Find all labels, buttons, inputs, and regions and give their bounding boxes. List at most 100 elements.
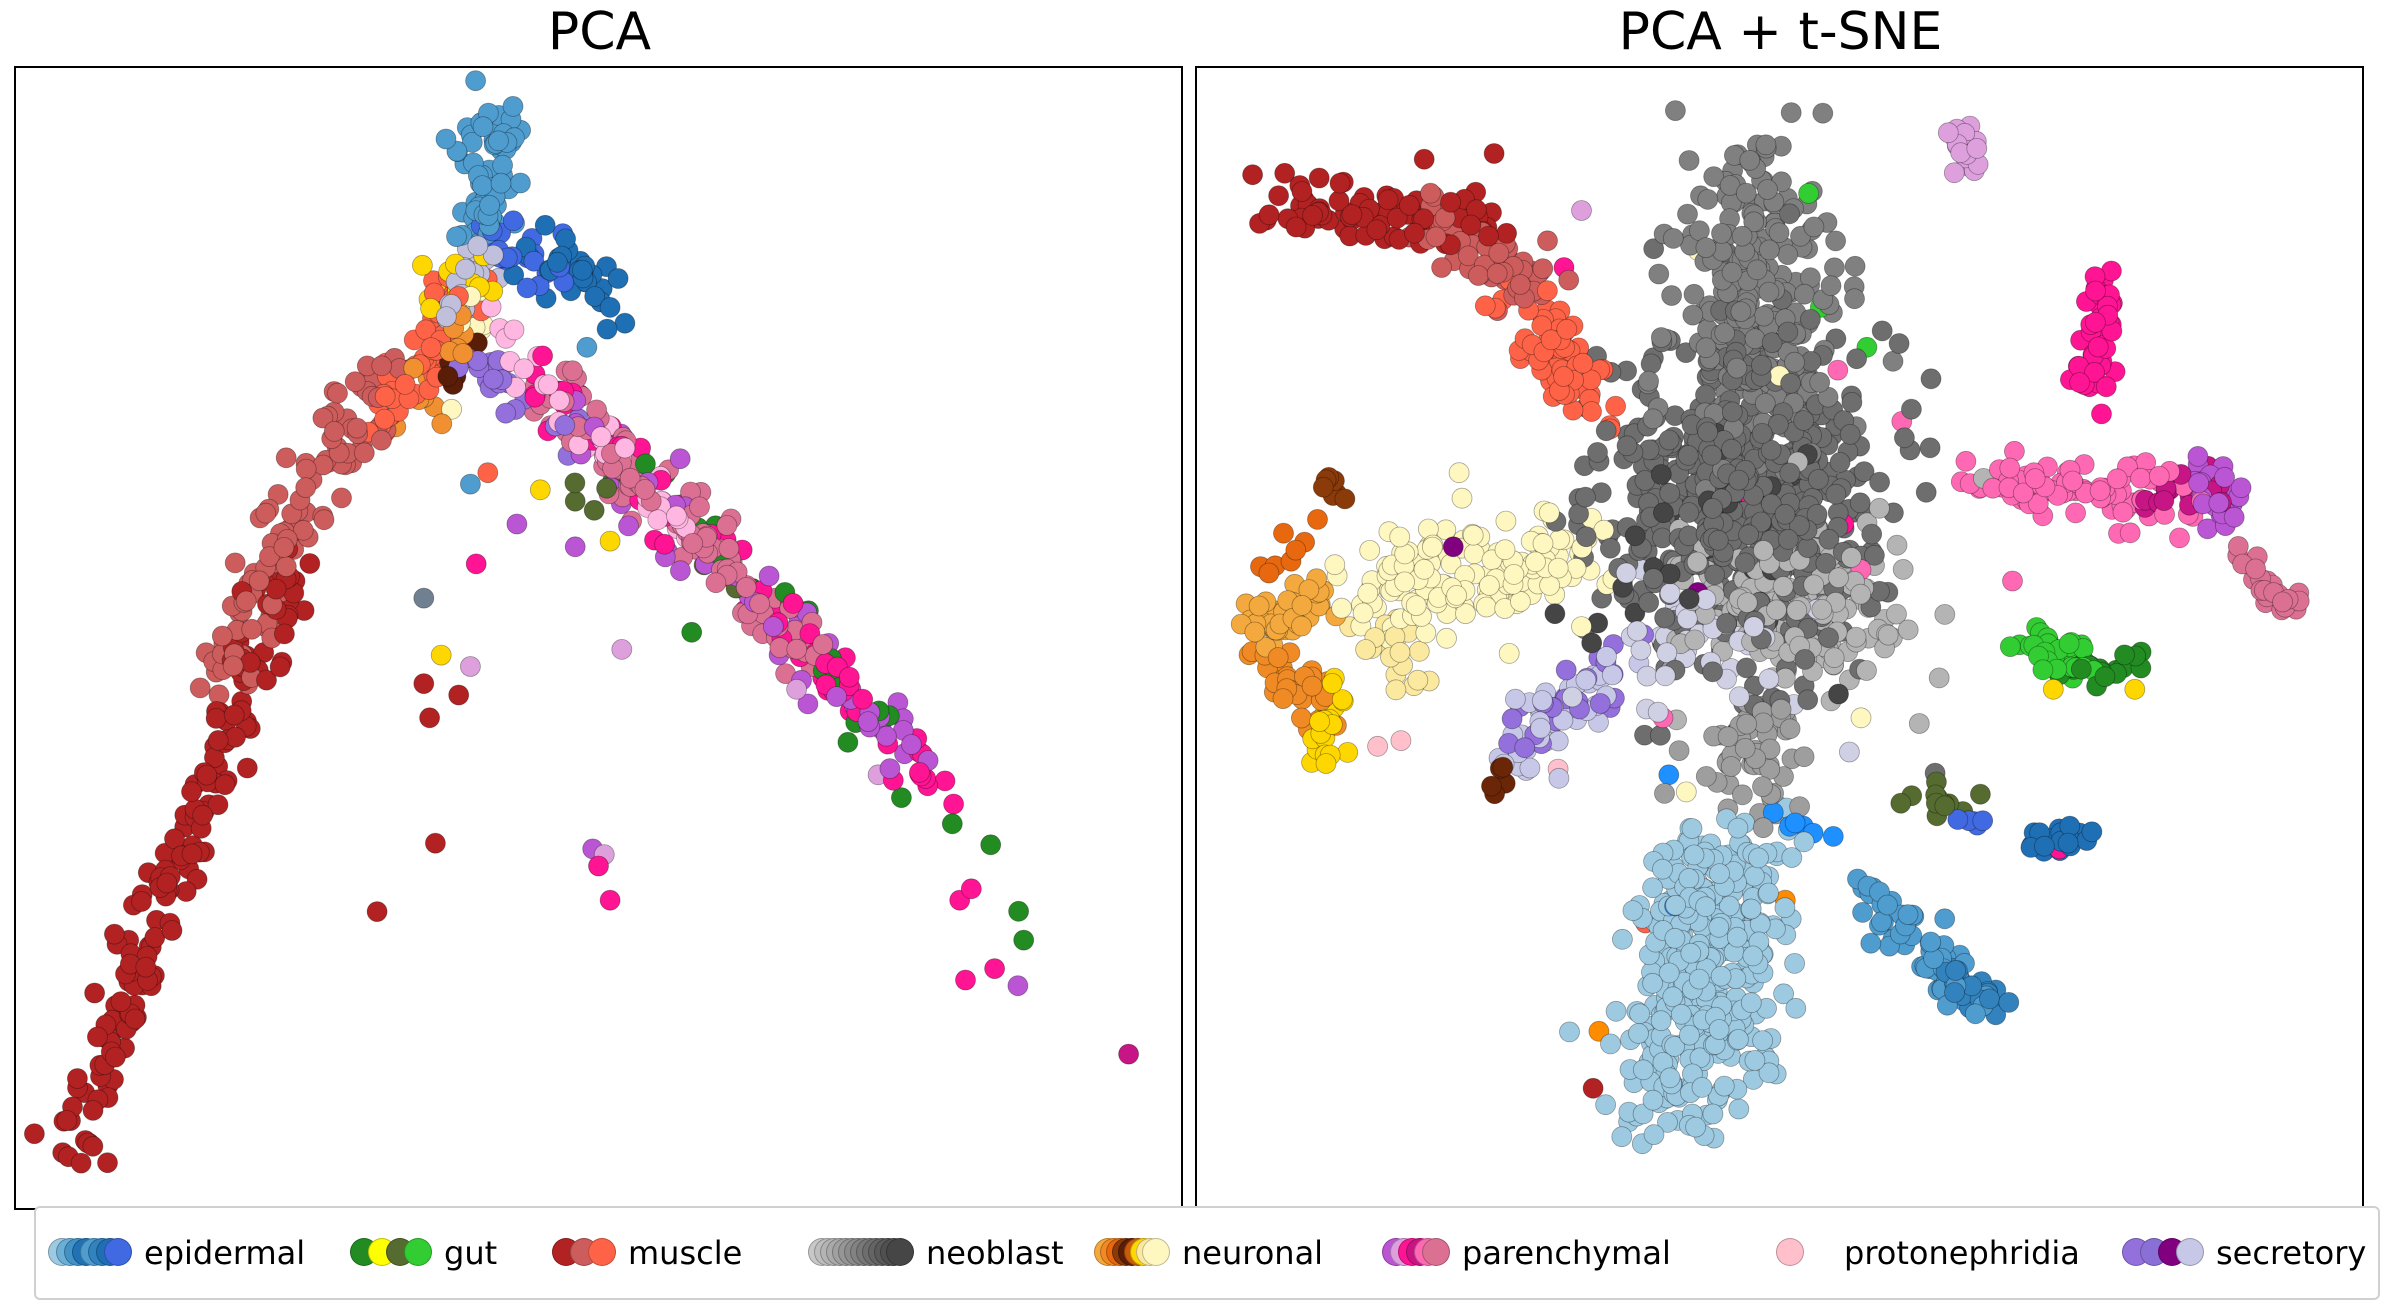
scatter-point bbox=[1815, 552, 1837, 574]
scatter-point bbox=[1731, 225, 1753, 247]
scatter-point bbox=[1734, 738, 1756, 759]
scatter-point bbox=[681, 621, 703, 643]
scatter-point bbox=[327, 382, 348, 404]
scatter-point bbox=[506, 513, 528, 535]
scatter-point bbox=[1650, 327, 1672, 348]
scatter-point bbox=[564, 536, 586, 558]
scatter-point bbox=[1758, 1062, 1780, 1084]
scatter-point bbox=[1642, 972, 1664, 994]
legend-swatch-gut bbox=[350, 1238, 432, 1268]
legend-entry-neuronal: neuronal bbox=[1094, 1208, 1323, 1298]
scatter-point bbox=[1746, 259, 1768, 281]
scatter-point bbox=[1780, 372, 1801, 394]
scatter-point bbox=[1827, 359, 1849, 381]
scatter-point bbox=[1751, 354, 1772, 376]
legend-swatch-dot bbox=[404, 1238, 432, 1266]
scatter-point bbox=[837, 731, 859, 753]
scatter-point bbox=[762, 616, 784, 637]
scatter-point bbox=[1695, 384, 1716, 406]
scatter-point bbox=[509, 172, 531, 194]
scatter-point bbox=[1559, 1021, 1580, 1043]
scatter-point bbox=[1556, 318, 1578, 340]
legend-label-protonephridia: protonephridia bbox=[1844, 1234, 2080, 1272]
scatter-point bbox=[1853, 461, 1875, 483]
scatter-point bbox=[258, 546, 280, 568]
scatter-point bbox=[1678, 1024, 1700, 1046]
scatter-point bbox=[255, 502, 277, 524]
scatter-point bbox=[1721, 401, 1743, 423]
scatter-point bbox=[984, 958, 1005, 979]
scatter-point bbox=[1525, 551, 1546, 573]
scatter-point bbox=[1658, 764, 1680, 786]
scatter-point bbox=[1312, 476, 1334, 498]
scatter-point bbox=[1496, 222, 1518, 244]
scatter-point bbox=[1970, 783, 1991, 805]
scatter-point bbox=[420, 337, 442, 359]
scatter-point bbox=[413, 587, 435, 609]
scatter-point bbox=[1703, 166, 1725, 187]
scatter-point bbox=[1394, 571, 1416, 593]
scatter-point bbox=[1652, 858, 1673, 880]
scatter-point bbox=[1720, 756, 1742, 777]
scatter-point bbox=[2214, 466, 2235, 488]
scatter-point bbox=[1869, 497, 1890, 519]
scatter-point bbox=[2153, 490, 2175, 512]
scatter-point bbox=[431, 413, 453, 435]
scatter-point bbox=[571, 259, 593, 281]
scatter-point bbox=[1704, 564, 1725, 586]
scatter-point bbox=[87, 1026, 108, 1048]
scatter-point bbox=[614, 312, 636, 334]
scatter-point bbox=[56, 1110, 78, 1131]
scatter-point bbox=[1455, 603, 1476, 624]
scatter-point bbox=[403, 357, 425, 379]
scatter-point bbox=[1785, 997, 1807, 1019]
scatter-point bbox=[599, 296, 621, 318]
scatter-point bbox=[1324, 554, 1346, 576]
scatter-point bbox=[1721, 261, 1743, 283]
scatter-point bbox=[857, 711, 879, 732]
scatter-point bbox=[1965, 1003, 1986, 1025]
scatter-point bbox=[1955, 450, 1977, 472]
scatter-point bbox=[955, 969, 976, 991]
scatter-point bbox=[1744, 1050, 1766, 1071]
scatter-point bbox=[1784, 953, 1805, 974]
scatter-point bbox=[1739, 149, 1761, 171]
scatter-point bbox=[465, 553, 487, 575]
scatter-point bbox=[1632, 1059, 1654, 1081]
scatter-point bbox=[941, 813, 963, 835]
scatter-point bbox=[1798, 183, 1819, 204]
scatter-point bbox=[1886, 534, 1908, 556]
legend-label-neuronal: neuronal bbox=[1182, 1234, 1324, 1272]
scatter-point bbox=[1780, 102, 1802, 123]
scatter-point bbox=[437, 365, 459, 387]
scatter-point bbox=[2024, 468, 2046, 490]
scatter-point bbox=[607, 268, 629, 289]
scatter-point bbox=[1530, 717, 1552, 739]
scatter-point bbox=[1888, 333, 1910, 354]
scatter-point bbox=[516, 277, 538, 299]
scatter-point bbox=[1877, 894, 1898, 916]
scatter-point bbox=[1248, 595, 1270, 617]
scatter-point bbox=[1777, 321, 1799, 343]
scatter-point bbox=[1882, 350, 1904, 372]
scatter-point bbox=[1321, 673, 1343, 694]
scatter-point bbox=[1752, 817, 1774, 839]
scatter-point bbox=[879, 758, 901, 779]
scatter-point bbox=[467, 235, 489, 257]
scatter-point bbox=[1366, 219, 1388, 241]
legend-entry-epidermal: epidermal bbox=[48, 1208, 305, 1298]
scatter-point bbox=[1649, 724, 1671, 746]
scatter-point bbox=[1475, 596, 1497, 618]
scatter-point bbox=[1998, 992, 2020, 1013]
scatter-point bbox=[786, 638, 808, 660]
scatter-point bbox=[1575, 526, 1597, 548]
scatter-point bbox=[225, 726, 246, 748]
pca-plot-title: PCA bbox=[547, 2, 652, 62]
scatter-point bbox=[1509, 591, 1531, 612]
scatter-point bbox=[1536, 280, 1558, 302]
scatter-point bbox=[1850, 707, 1872, 729]
scatter-point bbox=[455, 258, 476, 280]
scatter-point bbox=[596, 477, 617, 499]
legend-swatch-protonephridia bbox=[1776, 1238, 1804, 1268]
legend-swatch-dot bbox=[104, 1238, 132, 1266]
